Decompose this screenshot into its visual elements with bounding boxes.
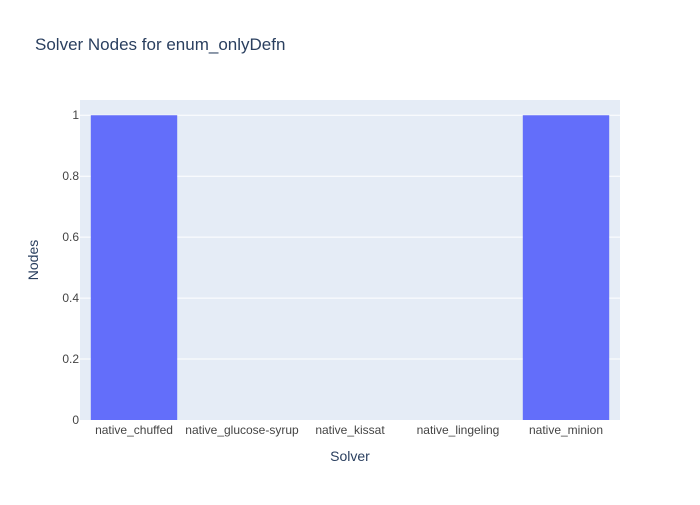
bar-native_minion[interactable] [522, 115, 610, 420]
y-axis-ticks: 0 0.2 0.4 0.6 0.8 1 [62, 108, 79, 427]
y-tick-label: 1 [72, 108, 79, 122]
y-axis-label: Nodes [25, 240, 41, 280]
y-tick-label: 0.8 [62, 169, 79, 183]
x-tick-label: native_kissat [315, 423, 385, 437]
x-axis-label: Solver [330, 448, 370, 464]
bars [90, 115, 610, 420]
y-tick-label: 0 [72, 413, 79, 427]
chart-title: Solver Nodes for enum_onlyDefn [35, 35, 285, 54]
x-axis-ticks: native_chuffed native_glucose-syrup native… [95, 423, 603, 437]
y-tick-label: 0.6 [62, 230, 79, 244]
y-tick-label: 0.2 [62, 352, 79, 366]
x-tick-label: native_chuffed [95, 423, 173, 437]
x-tick-label: native_glucose-syrup [185, 423, 299, 437]
x-tick-label: native_lingeling [417, 423, 500, 437]
bar-native_chuffed[interactable] [90, 115, 178, 420]
x-tick-label: native_minion [529, 423, 603, 437]
y-tick-label: 0.4 [62, 291, 79, 305]
